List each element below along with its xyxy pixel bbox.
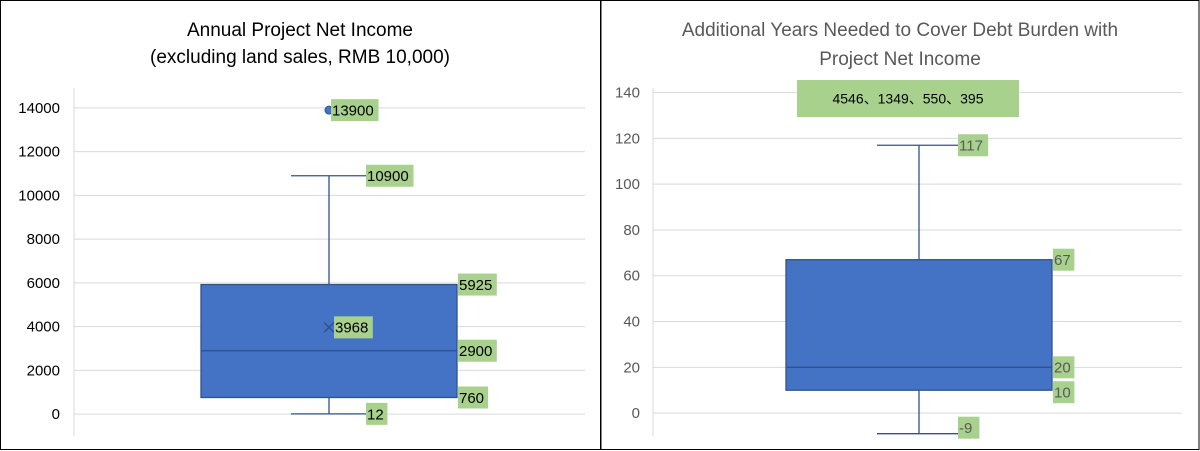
chart1-min-label-bg [366, 402, 388, 425]
right-panel-border [600, 0, 1200, 450]
chart1-q3-label-bg [458, 273, 497, 296]
chart2-annotation-bg [797, 80, 1019, 117]
chart2-title: Additional Years Needed to Cover Debt Bu… [682, 20, 1118, 41]
chart2-y-tick-label: 20 [623, 359, 640, 376]
chart2-q3-label-bg [1053, 248, 1075, 271]
chart2-median-label: 20 [1054, 360, 1071, 377]
chart2-subtitle: Project Net Income [819, 49, 981, 70]
chart2-y-tick-label: 40 [623, 314, 640, 331]
chart1-plot: 0 2000 4000 6000 8000 10000 12000 14000 13900 109… [18, 88, 585, 436]
chart1-q3-label: 5925 [459, 277, 492, 294]
chart1-mean-marker [323, 321, 335, 333]
chart2-max-label-bg [958, 134, 989, 157]
chart1-median-label-bg [458, 339, 497, 362]
chart2-plot: 0 20 40 60 80 100 120 140 117 67 20 10 -9 4546、1349、5… [615, 80, 1182, 439]
chart1-subtitle: (excluding land sales, RMB 10,000) [150, 47, 450, 68]
chart2-y-tick-label: 80 [623, 222, 640, 239]
chart2-box [785, 259, 1053, 391]
chart1-y-tick-label: 12000 [18, 144, 60, 161]
chart1-y-tick-label: 0 [52, 406, 60, 423]
chart1-y-tick-label: 6000 [27, 275, 60, 292]
chart1-outlier-label-bg [331, 99, 379, 122]
chart1-max-label-bg [366, 164, 414, 187]
chart1-outlier-label: 13900 [332, 103, 374, 120]
chart1-median-label: 2900 [459, 343, 492, 360]
chart2-y-tick-label: 0 [632, 405, 640, 422]
chart1-y-tick-label: 10000 [18, 187, 60, 204]
chart2-annotation-text: 4546、1349、550、395 [832, 91, 983, 107]
chart2-q1-label-bg [1053, 381, 1075, 404]
chart1-q1-label-bg [458, 386, 489, 409]
chart2-y-tick-label: 120 [615, 130, 640, 147]
chart1-y-tick-label: 2000 [27, 362, 60, 379]
chart2-min-label: -9 [959, 420, 972, 437]
chart2-y-tick-label: 140 [615, 85, 640, 102]
chart2-q3-label: 67 [1054, 252, 1071, 269]
chart1-mean-label: 3968 [335, 320, 368, 337]
chart2-q1-label: 10 [1054, 385, 1071, 402]
chart2-max-label: 117 [959, 138, 983, 155]
chart1-mean-label-bg [334, 316, 373, 339]
chart1-max-label: 10900 [367, 168, 409, 185]
chart1-y-tick-label: 8000 [27, 231, 60, 248]
chart1-y-tick-label: 4000 [27, 319, 60, 336]
chart1-min-label: 12 [367, 406, 384, 423]
chart1-title: Annual Project Net Income [187, 20, 413, 41]
chart1-box [200, 283, 458, 399]
chart2-y-tick-label: 60 [623, 268, 640, 285]
chart2-min-label-bg [958, 416, 980, 439]
chart1-y-tick-label: 14000 [18, 100, 60, 117]
chart2-median-label-bg [1053, 356, 1075, 379]
chart1-q1-label: 760 [459, 390, 484, 407]
chart2-y-tick-label: 100 [615, 176, 640, 193]
